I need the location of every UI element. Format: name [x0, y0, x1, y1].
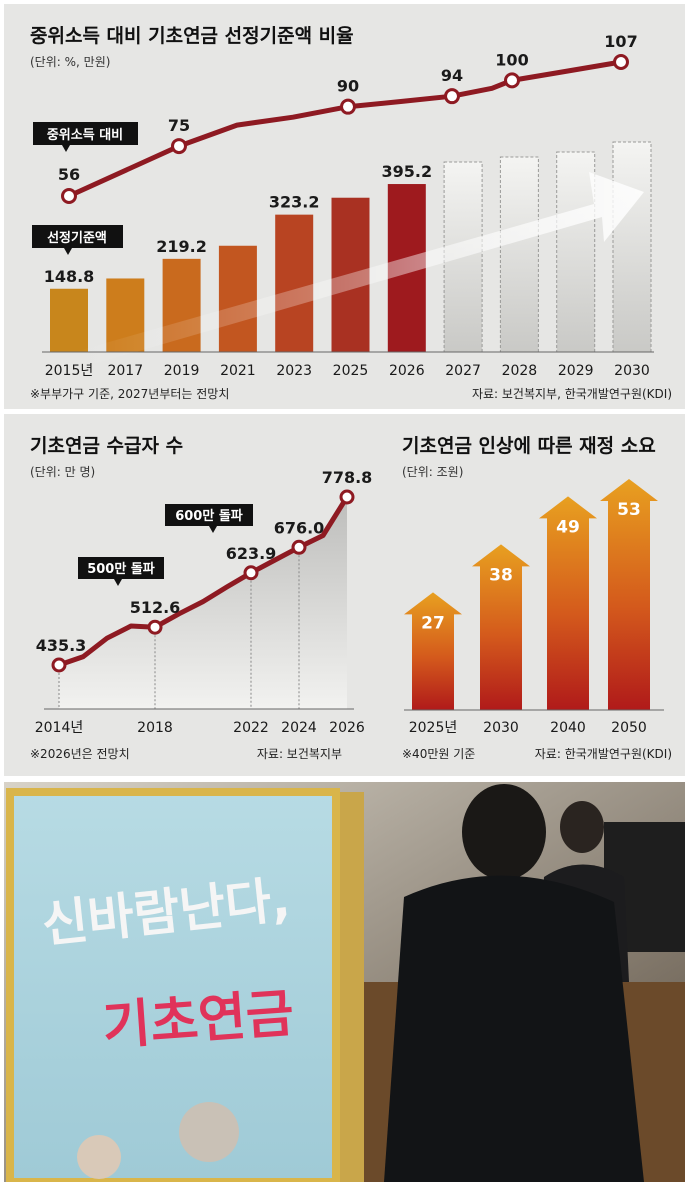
x-tick-label: 2030	[483, 720, 519, 736]
recipients-point	[243, 565, 259, 581]
cost-arrow-bar	[404, 592, 462, 710]
chart1-subtitle: (단위: %, 만원)	[30, 55, 110, 69]
ratio-point-label: 107	[604, 32, 637, 51]
threshold-bar	[50, 288, 88, 352]
x-tick-label: 2014년	[35, 720, 84, 736]
cost-value-label: 27	[421, 613, 445, 633]
x-tick-label: 2024	[281, 720, 317, 736]
series-tag-threshold: 선정기준액	[32, 225, 123, 255]
recipients-point-label: 778.8	[322, 468, 373, 487]
recipients-point-label: 676.0	[274, 518, 325, 537]
photo-counter-scene: 신바람난다, 기초연금	[4, 782, 685, 1182]
annotation-500-label: 500만 돌파	[87, 561, 155, 577]
photo-illustration: 신바람난다, 기초연금	[4, 782, 685, 1182]
ratio-point	[340, 98, 356, 115]
annotation-600-label: 600만 돌파	[175, 508, 243, 524]
x-tick-label: 2025	[333, 363, 369, 379]
projected-bar	[612, 141, 652, 353]
x-tick-label: 2026	[389, 363, 425, 379]
cost-value-label: 38	[489, 565, 513, 585]
x-tick-label: 2026	[329, 720, 365, 736]
ratio-point-label: 100	[495, 50, 528, 69]
recipients-and-cost-panel: 기초연금 수급자 수 (단위: 만 명) 435.3 512.6 623.9 676.…	[4, 414, 685, 776]
chart3-source: 자료: 한국개발연구원(KDI)	[535, 747, 672, 761]
x-tick-label: 2050	[611, 720, 647, 736]
cost-arrow-bar	[539, 496, 597, 710]
x-tick-label: 2022	[233, 720, 269, 736]
ratio-chart: 중위소득 대비 기초연금 선정기준액 비율 (단위: %, 만원) 148.8 2…	[30, 25, 672, 401]
ratio-line	[67, 59, 622, 199]
ratio-point	[171, 138, 187, 155]
recipients-point	[339, 489, 355, 505]
ratio-point	[61, 188, 77, 204]
chart1-note: ※부부가구 기준, 2027년부터는 전망치	[30, 387, 229, 401]
series-tag-ratio: 중위소득 대비	[33, 122, 138, 152]
x-tick-label: 2015년	[45, 363, 94, 379]
x-tick-label: 2040	[550, 720, 586, 736]
cost-arrow-bar	[472, 544, 530, 710]
threshold-bar-label: 395.2	[381, 162, 432, 181]
projected-bar	[499, 156, 539, 353]
recipients-point	[51, 657, 67, 673]
ratio-point	[504, 72, 520, 89]
projected-bar	[556, 151, 596, 353]
ratio-point-label: 56	[58, 165, 80, 184]
visitor-head	[462, 784, 546, 880]
trend-arrow	[74, 172, 644, 364]
clerk-head	[560, 801, 604, 853]
x-tick-label: 2025년	[409, 720, 458, 736]
chart2-title: 기초연금 수급자 수	[30, 435, 183, 457]
x-tick-label: 2018	[137, 720, 173, 736]
pension-poster	[10, 792, 336, 1182]
recipients-point	[291, 539, 307, 555]
poster-line2: 기초연금	[101, 984, 296, 1057]
recipients-point-label: 623.9	[226, 544, 277, 563]
ratio-point-label: 94	[441, 66, 463, 85]
ratio-point	[613, 54, 629, 70]
cost-value-label: 49	[556, 517, 580, 537]
recipients-point-label: 435.3	[36, 636, 87, 655]
x-tick-label: 2017	[107, 363, 143, 379]
threshold-bar-label: 323.2	[269, 193, 320, 212]
x-tick-label: 2027	[445, 363, 481, 379]
ratio-point-label: 90	[337, 77, 359, 96]
visitor-body	[384, 875, 644, 1182]
chart2-source: 자료: 보건복지부	[257, 747, 342, 761]
x-tick-label: 2030	[614, 363, 650, 379]
median-income-ratio-panel: 중위소득 대비 기초연금 선정기준액 비율 (단위: %, 만원) 148.8 2…	[4, 4, 685, 409]
x-tick-label: 2028	[502, 363, 538, 379]
recipients-point	[147, 619, 163, 635]
annotation-600: 600만 돌파	[165, 504, 253, 533]
threshold-bar	[218, 245, 257, 352]
recipients-point-label: 512.6	[130, 598, 181, 617]
chart1-source: 자료: 보건복지부, 한국개발연구원(KDI)	[472, 387, 672, 401]
cost-arrow-bar	[600, 479, 658, 710]
threshold-bar-label: 148.8	[44, 267, 95, 286]
series-tag-threshold-label: 선정기준액	[47, 230, 107, 246]
recipients-cost-charts: 기초연금 수급자 수 (단위: 만 명) 435.3 512.6 623.9 676.…	[30, 435, 672, 761]
ratio-point-label: 75	[168, 116, 190, 135]
threshold-bar-label: 219.2	[156, 237, 207, 256]
chart2-subtitle: (단위: 만 명)	[30, 465, 95, 479]
cost-value-label: 53	[617, 500, 641, 520]
ratio-point	[444, 88, 460, 105]
x-tick-label: 2029	[558, 363, 594, 379]
chart3-note: ※40만원 기준	[402, 747, 475, 761]
chart3-title: 기초연금 인상에 따른 재정 소요	[402, 435, 656, 457]
x-tick-label: 2019	[164, 363, 200, 379]
chart3-subtitle: (단위: 조원)	[402, 465, 463, 479]
poster-figure-elder	[179, 1102, 239, 1162]
annotation-500: 500만 돌파	[78, 557, 164, 586]
poster-frame	[6, 788, 340, 1182]
threshold-bar	[275, 214, 314, 352]
x-tick-label: 2021	[220, 363, 256, 379]
poster-figure-elder2	[77, 1135, 121, 1179]
series-tag-ratio-label: 중위소득 대비	[47, 128, 123, 143]
chart2-note: ※2026년은 전망치	[30, 747, 130, 761]
chart1-title: 중위소득 대비 기초연금 선정기준액 비율	[30, 25, 354, 47]
x-tick-label: 2023	[276, 363, 312, 379]
